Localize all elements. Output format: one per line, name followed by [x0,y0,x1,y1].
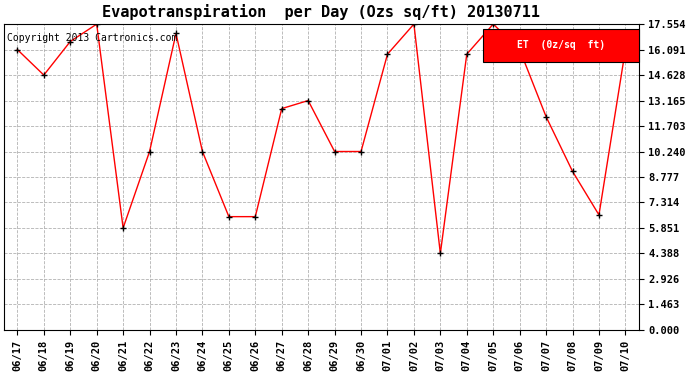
Text: Copyright 2013 Cartronics.com: Copyright 2013 Cartronics.com [8,33,178,43]
Title: Evapotranspiration  per Day (Ozs sq/ft) 20130711: Evapotranspiration per Day (Ozs sq/ft) 2… [102,4,540,20]
Text: ET  (0z/sq  ft): ET (0z/sq ft) [517,40,605,50]
FancyBboxPatch shape [483,29,639,62]
